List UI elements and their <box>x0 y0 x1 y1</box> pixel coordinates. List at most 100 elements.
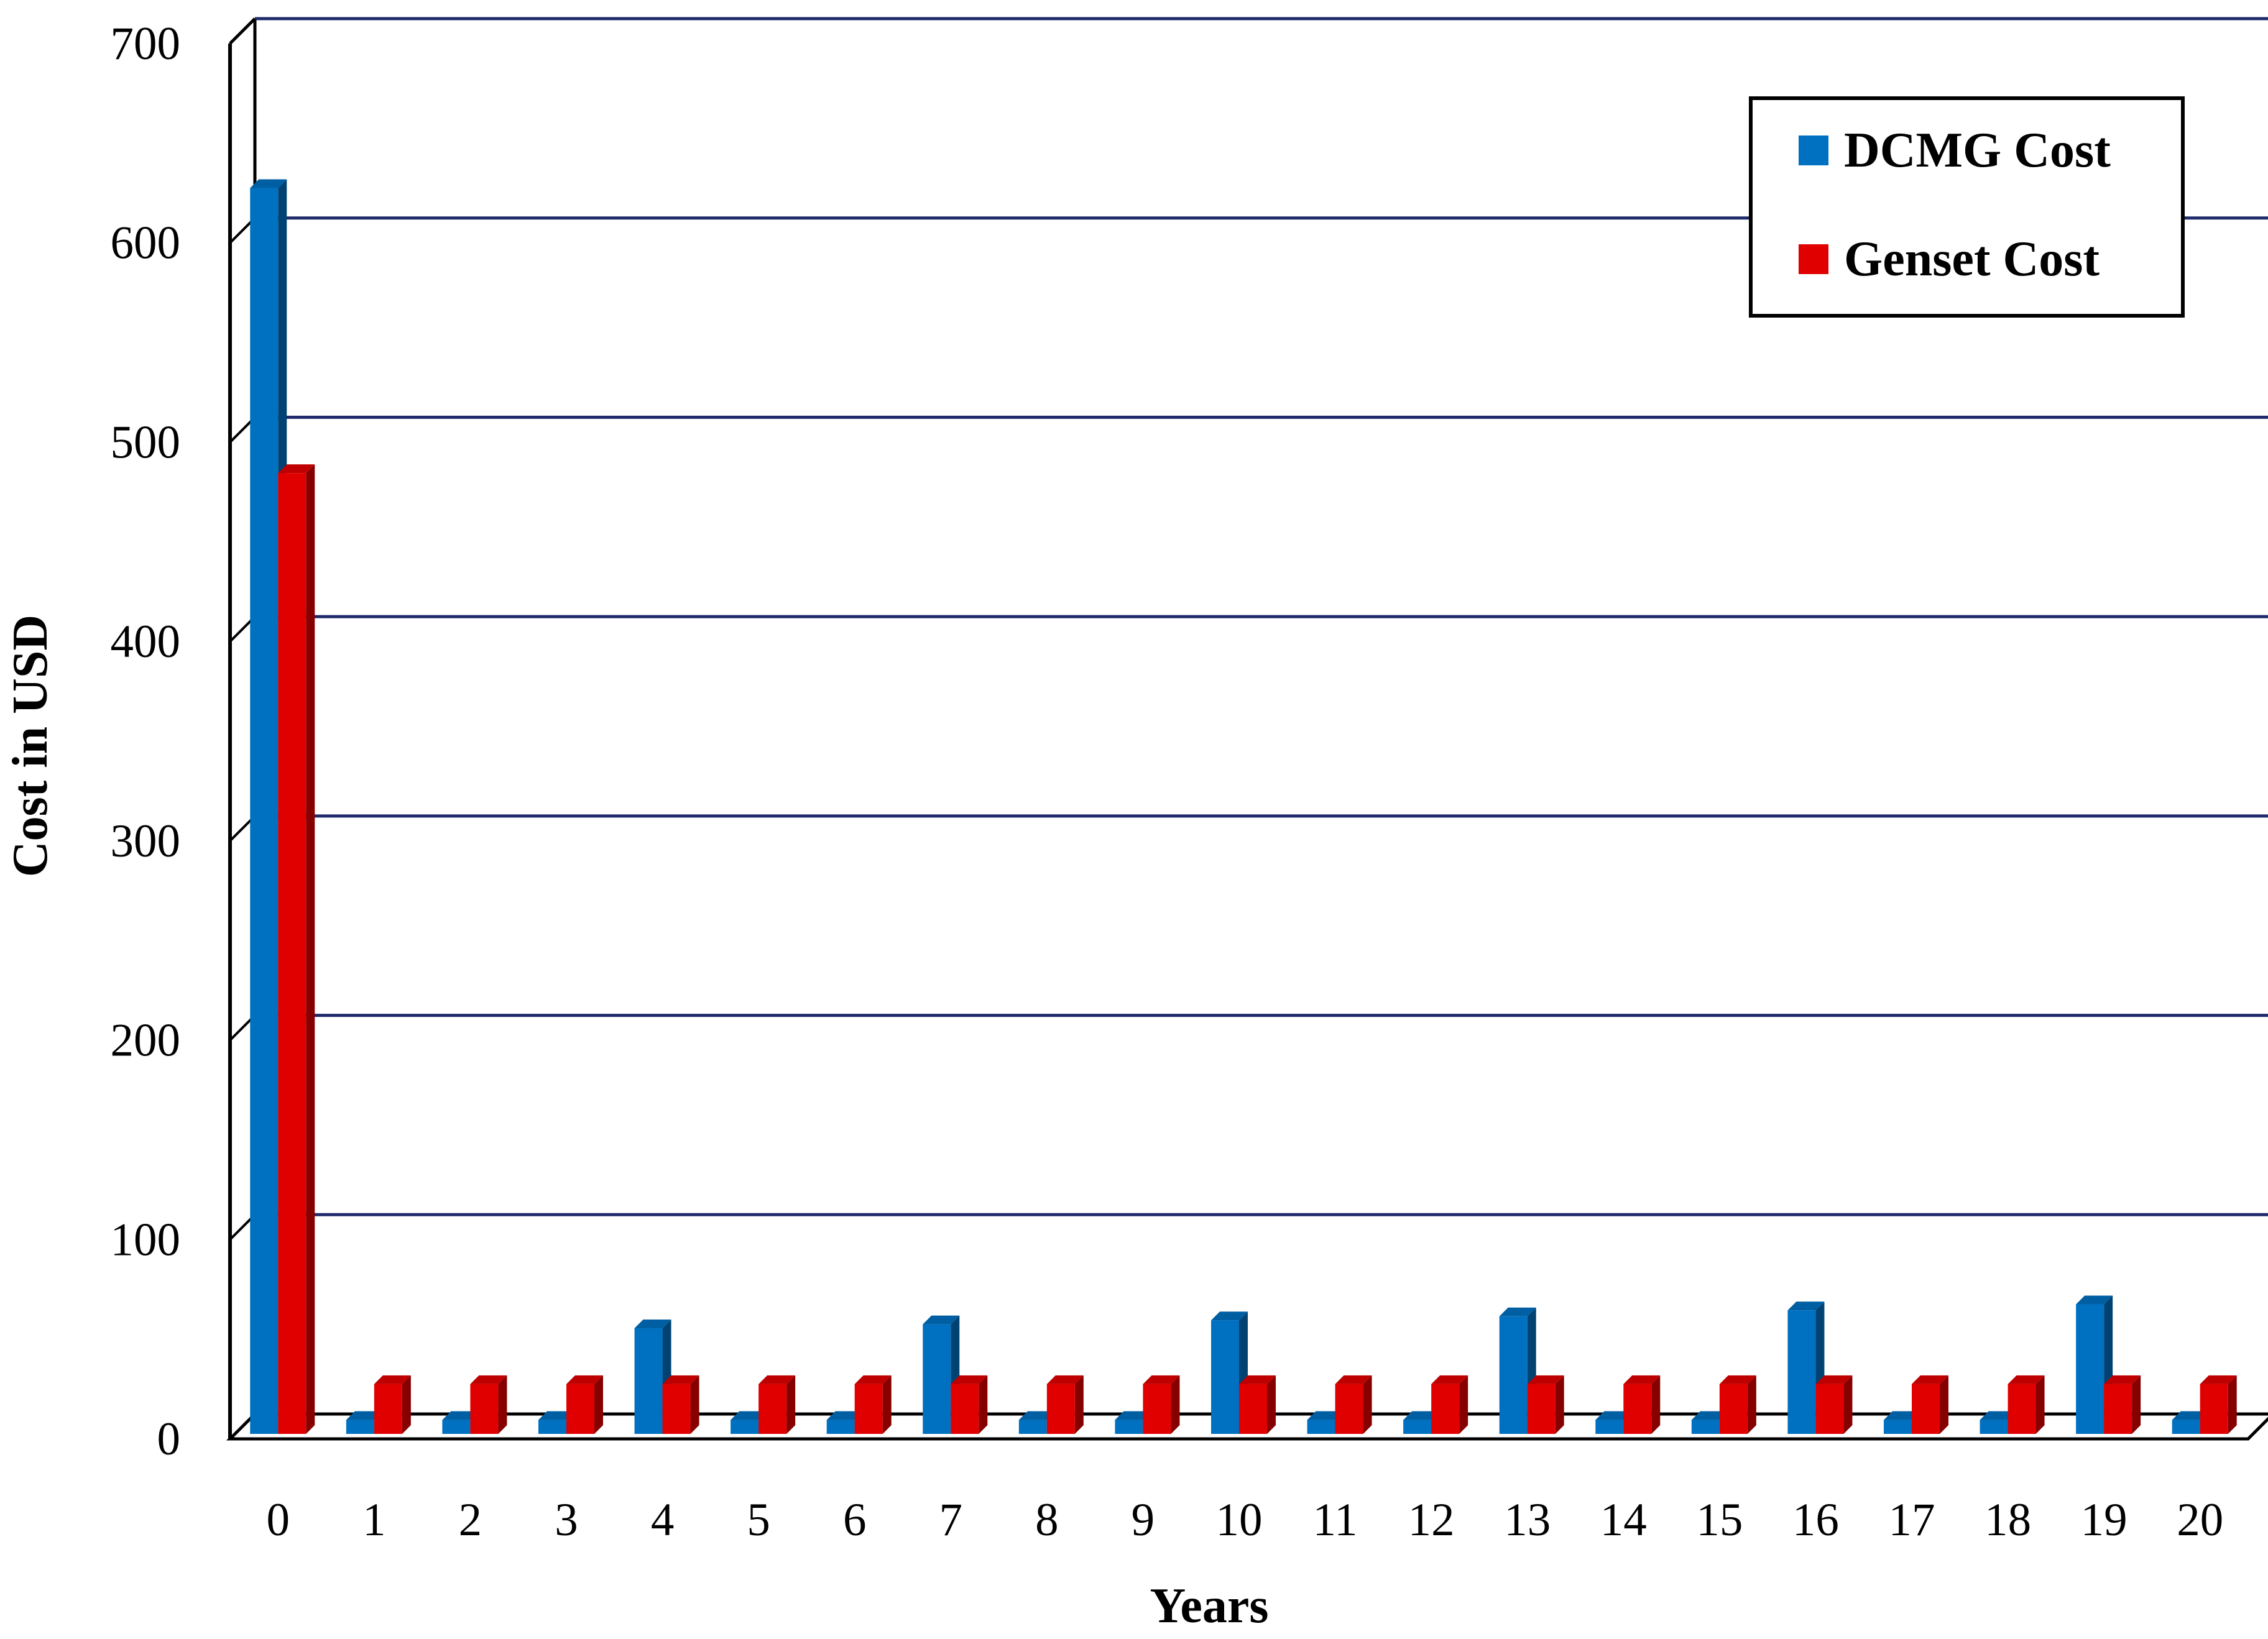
bar-dcmg-cost-7 <box>923 1315 960 1434</box>
bar-top <box>374 1375 411 1384</box>
bar-side <box>1843 1375 1853 1434</box>
bar-top <box>951 1375 988 1384</box>
bar-front <box>1115 1420 1143 1434</box>
bar-front <box>538 1420 566 1434</box>
bar-top <box>1815 1375 1853 1384</box>
bar-genset-cost-18 <box>2008 1375 2045 1434</box>
bar-side <box>1747 1375 1756 1434</box>
bar-top <box>1787 1302 1825 1311</box>
bar-top <box>346 1411 383 1420</box>
bar-top <box>1499 1307 1536 1316</box>
y-tick-label: 700 <box>111 18 181 70</box>
bar-side <box>594 1375 603 1434</box>
x-tick-label: 19 <box>2081 1494 2127 1546</box>
bar-genset-cost-20 <box>2200 1375 2237 1434</box>
bar-top <box>826 1411 864 1420</box>
bar-top <box>1046 1375 1084 1384</box>
legend-swatch-genset <box>1799 244 1828 274</box>
bar-front <box>662 1384 691 1434</box>
x-tick-label: 10 <box>1216 1494 1263 1546</box>
y-tick-label: 500 <box>111 416 181 468</box>
bar-top <box>2104 1375 2141 1384</box>
bar-front <box>1403 1420 1432 1434</box>
x-tick-label: 18 <box>1984 1494 2031 1546</box>
bar-front <box>826 1420 855 1434</box>
bar-top <box>1980 1411 2017 1420</box>
bar-dcmg-cost-5 <box>731 1411 768 1434</box>
bar-top <box>634 1320 671 1329</box>
bar-top <box>1431 1375 1468 1384</box>
gridline-side <box>229 17 256 45</box>
legend-swatch-dcmg <box>1799 135 1828 165</box>
bar-front <box>1239 1384 1267 1434</box>
bar-side <box>1940 1375 1948 1434</box>
x-tick-label: 2 <box>459 1494 482 1546</box>
bar-genset-cost-16 <box>1815 1375 1853 1434</box>
bar-top <box>1335 1375 1372 1384</box>
bar-front <box>1623 1384 1652 1434</box>
bar-front <box>2172 1420 2200 1434</box>
bar-genset-cost-6 <box>854 1375 892 1434</box>
bar-top <box>2200 1375 2237 1384</box>
bar-side <box>1459 1375 1468 1434</box>
bar-top <box>1403 1411 1441 1420</box>
bar-top <box>1018 1411 1056 1420</box>
bar-front <box>854 1384 883 1434</box>
bar-top <box>1884 1411 1920 1420</box>
legend: DCMG Cost Genset Cost <box>1749 96 2185 318</box>
x-axis-title: Years <box>1150 1579 1268 1633</box>
bar-top <box>1623 1375 1661 1384</box>
bar-front <box>1499 1316 1528 1434</box>
x-tick-label: 5 <box>747 1494 770 1546</box>
bar-side <box>2132 1375 2141 1434</box>
bar-side <box>1267 1375 1276 1434</box>
bar-front <box>1527 1384 1556 1434</box>
x-tick-label: 11 <box>1312 1494 1357 1546</box>
bar-front <box>2008 1384 2036 1434</box>
x-tick-label: 20 <box>2177 1494 2223 1546</box>
bar-top <box>854 1375 892 1384</box>
bar-front <box>951 1384 979 1434</box>
bar-front <box>470 1384 499 1434</box>
gridlines <box>229 17 2268 1241</box>
bar-side <box>1363 1375 1372 1434</box>
x-tick-label: 13 <box>1504 1494 1551 1546</box>
bar-front <box>1307 1420 1335 1434</box>
bar-side <box>1555 1375 1564 1434</box>
y-tick-label: 300 <box>111 815 181 867</box>
x-tick-label: 1 <box>362 1494 386 1546</box>
x-tick-labels: 0 1 2 3 4 5 6 7 8 9 10 11 12 13 14 15 16 17 18 19 20 <box>267 1494 2224 1546</box>
bar-top <box>278 464 315 474</box>
bar-front <box>1815 1384 1844 1434</box>
bar-side <box>690 1375 699 1434</box>
legend-label-dcmg: DCMG Cost <box>1844 123 2111 178</box>
bar-front <box>634 1328 663 1434</box>
bar-side <box>402 1375 411 1434</box>
bar-side <box>498 1375 507 1434</box>
bar-front <box>346 1420 374 1434</box>
bar-top <box>250 179 287 188</box>
bar-genset-cost-4 <box>662 1375 699 1434</box>
bar-front <box>374 1384 402 1434</box>
bar-genset-cost-11 <box>1335 1375 1372 1434</box>
legend-label-genset: Genset Cost <box>1844 232 2100 287</box>
bar-genset-cost-19 <box>2104 1375 2141 1434</box>
bar-front <box>1143 1384 1171 1434</box>
bar-top <box>1912 1375 1948 1384</box>
x-tick-label: 17 <box>1889 1494 1935 1546</box>
bars <box>250 179 2237 1435</box>
y-axis-title: Cost in USD <box>3 615 58 877</box>
bar-side <box>306 464 315 1434</box>
bar-front <box>2076 1304 2104 1434</box>
bar-top <box>1307 1411 1344 1420</box>
bar-side <box>1651 1375 1661 1434</box>
y-tick-label: 100 <box>111 1214 181 1265</box>
bar-genset-cost-14 <box>1623 1375 1661 1434</box>
bar-top <box>1115 1411 1152 1420</box>
bar-genset-cost-12 <box>1431 1375 1468 1434</box>
bar-front <box>1046 1384 1075 1434</box>
bar-front <box>278 473 307 1434</box>
bar-front <box>1211 1320 1239 1434</box>
x-tick-label: 9 <box>1132 1494 1155 1546</box>
